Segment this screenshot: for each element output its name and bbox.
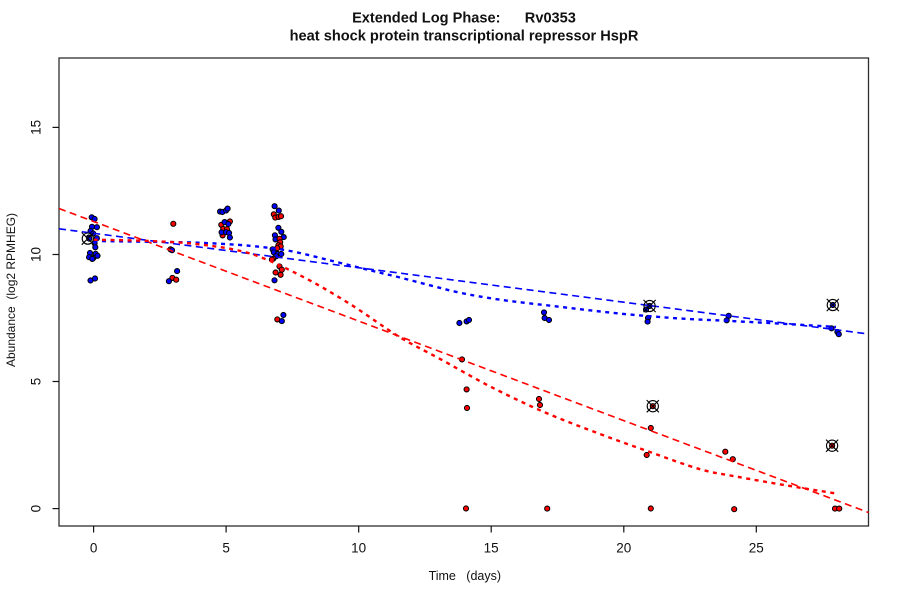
svg-text:15: 15 (29, 120, 44, 135)
svg-text:heat shock protein transcripti: heat shock protein transcriptional repre… (290, 28, 639, 44)
svg-text:0: 0 (29, 505, 44, 513)
svg-text:Abundance (log2 RPMHEG): Abundance (log2 RPMHEG) (4, 213, 18, 367)
svg-text:20: 20 (616, 541, 631, 556)
svg-text:Extended Log Phase: Rv035: Extended Log Phase: Rv0353 (352, 11, 576, 27)
svg-text:25: 25 (749, 541, 764, 556)
svg-text:Time (days): Time (days) (429, 569, 501, 583)
svg-text:0: 0 (90, 541, 98, 556)
svg-text:10: 10 (29, 247, 44, 262)
svg-text:15: 15 (484, 541, 499, 556)
svg-text:5: 5 (29, 378, 44, 386)
svg-text:5: 5 (222, 541, 230, 556)
svg-text:10: 10 (351, 541, 366, 556)
